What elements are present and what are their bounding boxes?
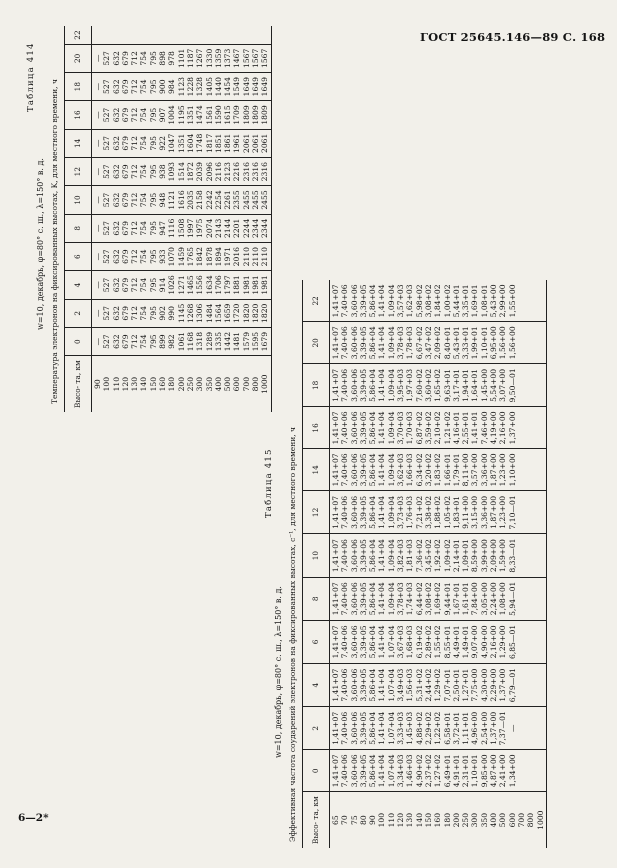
table-414: Высо- та, км 0 2 4 6 8 10 12 14 16 18 20… xyxy=(64,26,272,412)
column-header: 20 xyxy=(64,44,92,73)
table-body-row: 65 70 75 80 90 100 110 120 130 140 150 1… xyxy=(329,280,547,848)
table-header-row: Высо- та, км 0 2 4 6 8 10 12 14 16 18 20… xyxy=(302,280,330,848)
column-header: 16 xyxy=(64,100,92,130)
data-column xyxy=(91,26,272,45)
data-column: — 527 632 679 712 754 795 899 982 1061 1… xyxy=(91,327,272,356)
table-415: Высо- та, км 0 2 4 6 8 10 12 14 16 18 20… xyxy=(302,280,547,848)
column-header: 6 xyxy=(302,620,330,664)
column-header: 18 xyxy=(64,72,92,101)
data-column: 1,41+07 7,40+06 3,60+06 3,39+05 5,86+04 … xyxy=(329,490,547,534)
column-header: 22 xyxy=(302,280,330,322)
data-column: — 527 632 679 712 754 795 898 978 1101 1… xyxy=(91,44,272,73)
column-header: 14 xyxy=(64,129,92,158)
data-column: 1,41+07 7,40+06 3,60+06 3,39+05 5,86+04 … xyxy=(329,448,547,491)
data-column: — 527 632 679 712 754 795 938 1093 1514 … xyxy=(91,157,272,186)
column-header: 14 xyxy=(302,448,330,491)
table-415-block: Таблица 415 w=10, декабрь, φ=80° с. ш., … xyxy=(260,280,617,848)
data-column: 1,41+07 7,40+06 3,60+06 3,39+05 5,86+04 … xyxy=(329,363,547,407)
table-415-label: Таблица 415 xyxy=(264,448,274,518)
column-header: 4 xyxy=(64,270,92,300)
data-column: — 527 632 679 712 754 795 914 1026 1271 … xyxy=(91,270,272,300)
data-column: — 527 632 679 712 754 795 922 1047 1351 … xyxy=(91,129,272,158)
data-column: — 527 632 679 712 754 795 900 984 1123 1… xyxy=(91,72,272,101)
column-header: 8 xyxy=(64,214,92,243)
column-header: 8 xyxy=(302,577,330,621)
data-column: — 527 632 679 712 754 795 933 1070 1459 … xyxy=(91,242,272,271)
column-header: 16 xyxy=(302,406,330,449)
page-header: ГОСТ 25645.146—89 С. 168 xyxy=(420,30,606,44)
column-header: 10 xyxy=(302,534,330,578)
altitude-column: 90 100 110 120 130 140 150 160 180 200 2… xyxy=(91,355,272,412)
data-column: 1,41+07 7,40+06 3,60+06 3,39+05 5,86+04 … xyxy=(329,749,547,792)
data-column: 1,41+07 7,40+06 3,60+06 3,39+05 5,86+04 … xyxy=(329,663,547,707)
column-header: 6 xyxy=(64,242,92,271)
column-header: 0 xyxy=(64,327,92,356)
altitude-header: Высо- та, км xyxy=(64,355,92,412)
data-column: — 527 632 679 712 754 795 948 1121 1616 … xyxy=(91,185,272,215)
column-header: 12 xyxy=(64,157,92,186)
column-header: 12 xyxy=(302,490,330,534)
data-column: — 527 632 679 712 754 795 902 990 1145 1… xyxy=(91,299,272,328)
table-414-label: Таблица 414 xyxy=(26,42,36,112)
column-header: 10 xyxy=(64,185,92,215)
column-header: 4 xyxy=(302,663,330,707)
table-415-caption: w=10, декабрь, φ=80° с. ш., λ=150° в. д. xyxy=(274,586,283,758)
table-414-caption: w=10, декабрь, φ=80° с. ш., λ=150° в. д. xyxy=(36,158,45,330)
table-body-row: 90 100 110 120 130 140 150 160 180 200 2… xyxy=(91,26,272,412)
data-column: 1,41+07 7,40+06 3,60+06 3,39+05 5,86+04 … xyxy=(329,321,547,364)
altitude-header: Высо- та, км xyxy=(302,791,330,848)
data-column: 1,41+07 7,40+06 3,60+06 3,39+05 5,86+04 … xyxy=(329,706,547,750)
data-column: — 527 632 679 712 754 795 947 1116 1508 … xyxy=(91,214,272,243)
column-header: 2 xyxy=(302,706,330,750)
data-column: 1,41+07 7,40+06 3,60+06 3,39+05 5,86+04 … xyxy=(329,406,547,449)
data-column: 1,41+07 7,40+06 3,60+06 3,39+05 5,86+04 … xyxy=(329,577,547,621)
table-header-row: Высо- та, км 0 2 4 6 8 10 12 14 16 18 20… xyxy=(64,26,92,412)
data-column: 1,41+07 7,40+06 3,60+06 3,39+05 5,86+04 … xyxy=(329,534,547,578)
data-column: — 527 632 679 712 754 795 907 1004 1195 … xyxy=(91,100,272,130)
footer-mark: 6—2* xyxy=(18,812,49,824)
column-header: 18 xyxy=(302,363,330,407)
column-header: 2 xyxy=(64,299,92,328)
altitude-column: 65 70 75 80 90 100 110 120 130 140 150 1… xyxy=(329,791,547,848)
column-header: 20 xyxy=(302,321,330,364)
table-414-subtitle: Температура электронов на фиксированных … xyxy=(50,79,59,404)
data-column: 1,41+07 7,40+06 3,60+06 3,39+05 5,86+04 … xyxy=(329,280,547,322)
table-415-subtitle: Эффективная частота соударений электроно… xyxy=(288,427,297,842)
column-header: 0 xyxy=(302,749,330,792)
column-header: 22 xyxy=(64,26,92,45)
data-column: 1,41+07 7,40+06 3,60+06 3,39+05 5,86+04 … xyxy=(329,620,547,664)
